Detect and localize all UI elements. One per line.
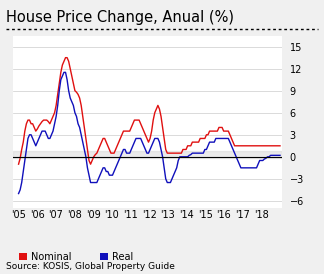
Text: Source: KOSIS, Global Property Guide: Source: KOSIS, Global Property Guide bbox=[6, 262, 175, 271]
Legend: Nominal, Real: Nominal, Real bbox=[15, 248, 137, 266]
Text: House Price Change, Anual (%): House Price Change, Anual (%) bbox=[6, 10, 235, 25]
Bar bbox=[13, 151, 282, 158]
